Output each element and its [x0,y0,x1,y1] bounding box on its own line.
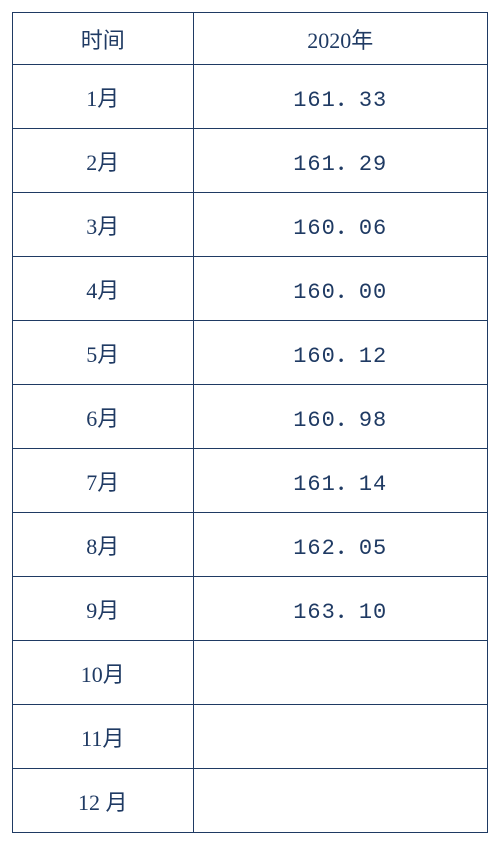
table-row: 2月 161．29 [13,129,488,193]
value-cell: 161．29 [193,129,488,193]
month-cell: 3月 [13,193,194,257]
month-cell: 5月 [13,321,194,385]
value-cell: 162．05 [193,513,488,577]
table-row: 1月 161．33 [13,65,488,129]
header-time: 时间 [13,13,194,65]
month-cell: 11月 [13,705,194,769]
value-cell: 160．06 [193,193,488,257]
header-year: 2020年 [193,13,488,65]
value-cell: 160．00 [193,257,488,321]
value-cell [193,769,488,833]
value-cell: 161．33 [193,65,488,129]
month-cell: 8月 [13,513,194,577]
month-cell: 4月 [13,257,194,321]
value-cell: 161．14 [193,449,488,513]
table-row: 3月 160．06 [13,193,488,257]
table-row: 11月 [13,705,488,769]
month-cell: 2月 [13,129,194,193]
table-row: 4月 160．00 [13,257,488,321]
value-cell: 160．98 [193,385,488,449]
value-cell [193,705,488,769]
value-cell: 160．12 [193,321,488,385]
month-cell: 6月 [13,385,194,449]
table-row: 9月 163．10 [13,577,488,641]
data-table: 时间 2020年 1月 161．33 2月 161．29 3月 160．06 4… [12,12,488,833]
value-cell [193,641,488,705]
table-row: 10月 [13,641,488,705]
table-row: 7月 161．14 [13,449,488,513]
month-cell: 1月 [13,65,194,129]
table-header-row: 时间 2020年 [13,13,488,65]
month-cell: 12 月 [13,769,194,833]
table-row: 12 月 [13,769,488,833]
table-row: 8月 162．05 [13,513,488,577]
value-cell: 163．10 [193,577,488,641]
table-row: 5月 160．12 [13,321,488,385]
table-row: 6月 160．98 [13,385,488,449]
month-cell: 9月 [13,577,194,641]
month-cell: 10月 [13,641,194,705]
month-cell: 7月 [13,449,194,513]
